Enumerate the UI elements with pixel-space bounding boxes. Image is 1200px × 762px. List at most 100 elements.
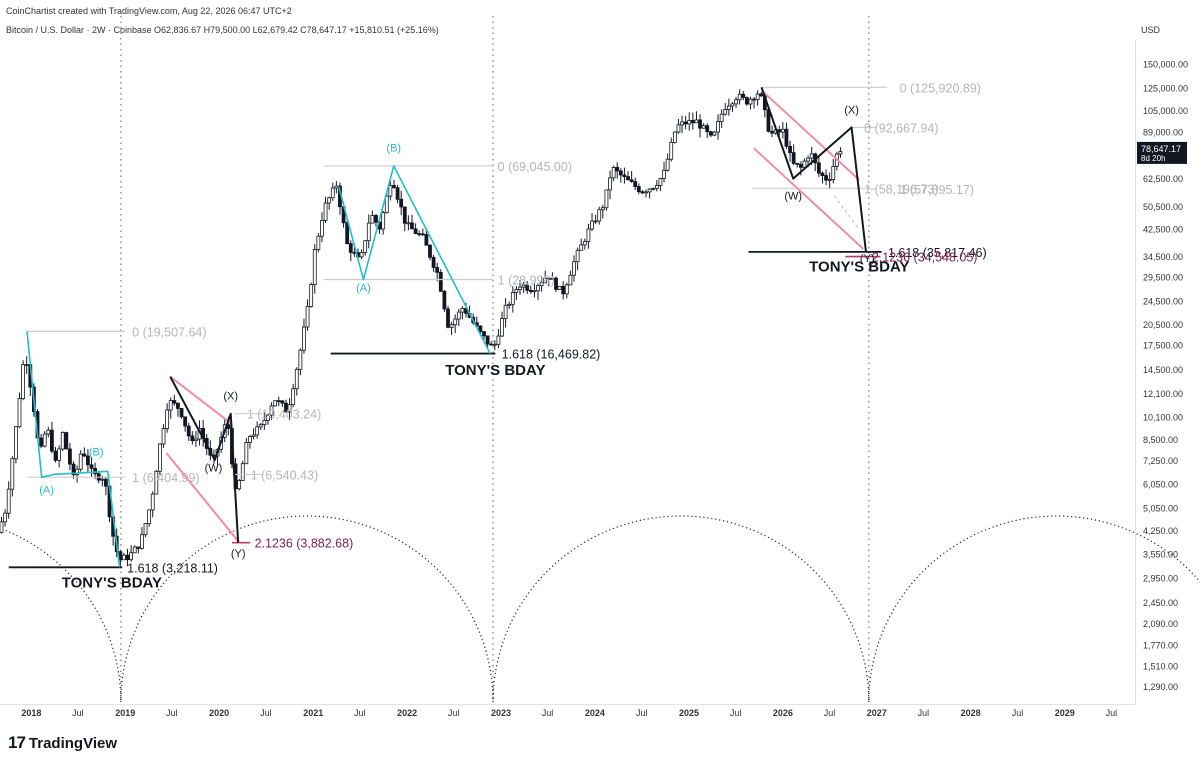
y-tick-label: 10,100.00: [1143, 413, 1183, 423]
candle-body: [719, 113, 724, 122]
candle-body: [89, 464, 94, 469]
candle: [132, 545, 137, 554]
candle: [75, 465, 80, 483]
candle-body: [273, 400, 278, 407]
y-tick-label: 1,510.00: [1143, 661, 1178, 671]
y-tick-label: 6,050.00: [1143, 480, 1178, 490]
candle: [42, 431, 47, 448]
fib-label: 1 (6,540.43): [251, 468, 318, 482]
candle: [201, 419, 206, 447]
fib-level: 2.1236 (3,882.68): [231, 537, 353, 551]
candle-body: [726, 105, 731, 110]
candle-body: [359, 251, 364, 258]
candle: [705, 123, 710, 138]
candle: [690, 112, 695, 130]
candle-body: [734, 99, 738, 105]
candle: [816, 155, 821, 178]
candle-body: [428, 244, 432, 258]
candle: [420, 228, 425, 236]
candle-body: [68, 448, 72, 465]
wave-label: (B): [89, 447, 104, 459]
candle-body: [716, 121, 720, 133]
candle-body: [64, 432, 69, 450]
candle-body: [150, 493, 155, 511]
fib-level: 0 (92,667.94): [851, 121, 939, 135]
cycle-arc: [120, 515, 494, 703]
candle: [669, 137, 674, 162]
candle-body: [759, 93, 764, 97]
candle-body: [258, 424, 263, 428]
candle-body: [129, 552, 134, 561]
candle: [507, 301, 512, 309]
candle: [647, 188, 652, 199]
candle: [615, 162, 620, 179]
chart-credit: CoinChartist created with TradingView.co…: [6, 6, 292, 16]
candle-body: [147, 509, 152, 524]
candle: [802, 158, 807, 169]
candle: [791, 144, 796, 166]
candle-body: [518, 286, 522, 290]
candle: [590, 213, 594, 232]
candle: [514, 286, 519, 300]
currency-label: USD: [1140, 25, 1160, 35]
candle: [683, 116, 688, 130]
candle-body: [554, 277, 558, 290]
candle: [410, 214, 414, 230]
candle: [665, 153, 670, 172]
candle-body: [824, 175, 828, 181]
candle: [561, 281, 566, 300]
y-tick-label: 20,500.00: [1143, 320, 1183, 330]
candle: [298, 348, 303, 376]
candle-body: [798, 163, 803, 168]
x-tick-label: Jul: [918, 708, 930, 718]
candle-body: [291, 388, 296, 406]
candle: [6, 481, 11, 519]
candle: [518, 279, 522, 295]
x-tick-label: 2026: [773, 708, 793, 718]
candle-body: [190, 435, 195, 442]
candle-body: [647, 188, 652, 193]
candle: [554, 276, 558, 293]
candle-body: [701, 125, 706, 129]
candle: [3, 509, 8, 527]
candle-body: [503, 304, 508, 320]
wave-label: (X): [223, 390, 238, 402]
candle: [734, 96, 738, 108]
candle: [708, 130, 713, 138]
fib-label: 0 (125,920.89): [900, 81, 981, 95]
candle: [539, 276, 544, 292]
fib-level: 1.618 (16,469.82): [330, 348, 600, 362]
candle-body: [662, 169, 666, 179]
candle-body: [608, 177, 612, 191]
candle: [24, 356, 29, 374]
candle: [93, 462, 98, 479]
candle-body: [244, 442, 249, 465]
candle-body: [435, 267, 440, 273]
candle-body: [186, 425, 191, 437]
y-tick-label: 5,050.00: [1143, 503, 1178, 513]
candle-body: [132, 546, 137, 554]
candle-body: [802, 160, 807, 168]
candle: [71, 461, 76, 479]
candle: [190, 431, 195, 445]
y-tick-label: 14,500.00: [1143, 365, 1183, 375]
candle-body: [788, 145, 792, 153]
fib-level: 1 (57,895.17): [868, 183, 974, 197]
candle: [662, 161, 666, 183]
candle-body: [557, 285, 562, 290]
candle: [788, 140, 792, 162]
candle: [752, 97, 756, 109]
candle: [604, 189, 609, 211]
candle-body: [831, 165, 836, 180]
fib-label: 1 (10,403.24): [247, 408, 321, 422]
fib-label: 1 (28,998): [498, 274, 555, 288]
price-tag-value: 78,647.17: [1141, 144, 1181, 154]
candle: [611, 165, 616, 182]
candle: [557, 285, 562, 290]
wave-path: [760, 86, 867, 252]
candle: [0, 516, 4, 534]
fib-label: 1 (58,196.73): [864, 182, 938, 196]
candle: [446, 305, 450, 329]
